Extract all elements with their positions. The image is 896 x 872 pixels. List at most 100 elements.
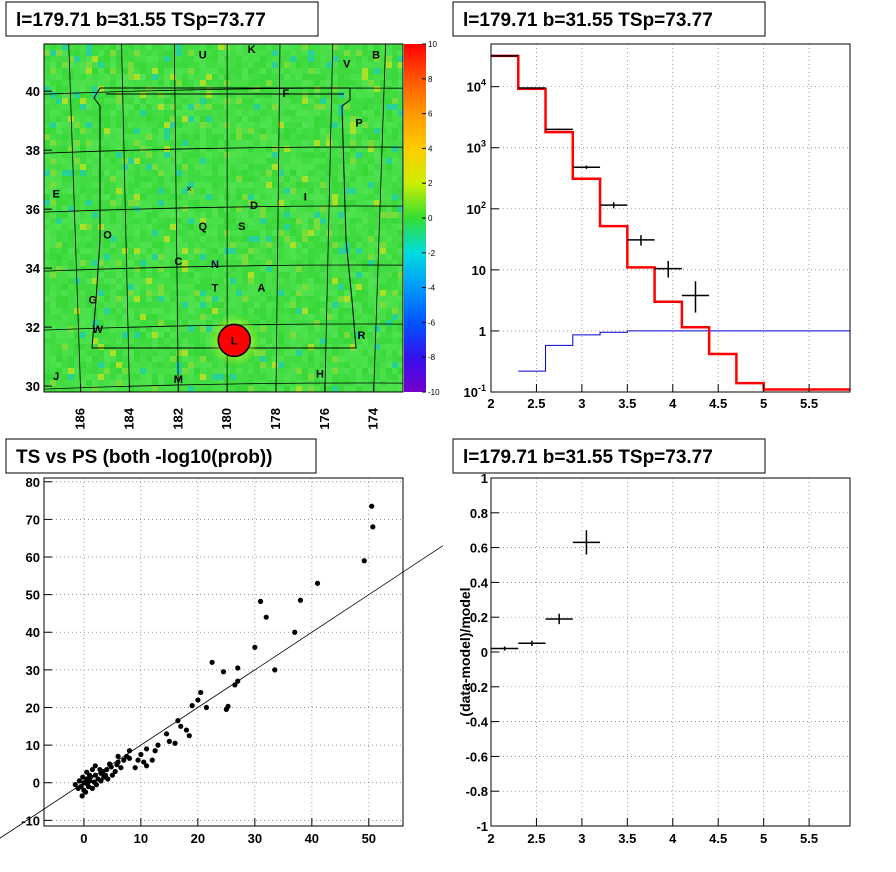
map-cell	[50, 44, 56, 50]
map-cell	[182, 212, 188, 218]
map-cell	[326, 308, 332, 314]
map-cell	[248, 374, 254, 380]
map-cell	[296, 206, 302, 212]
map-cell	[188, 260, 194, 266]
map-cell	[230, 122, 236, 128]
map-cell	[254, 164, 260, 170]
map-cell	[368, 272, 374, 278]
map-cell	[80, 278, 86, 284]
map-cell	[356, 80, 362, 86]
scatter-point	[178, 723, 184, 729]
map-cell	[308, 278, 314, 284]
map-cell	[170, 158, 176, 164]
map-cell	[182, 350, 188, 356]
map-cell	[362, 200, 368, 206]
map-cell	[74, 386, 80, 392]
map-cell	[362, 50, 368, 56]
source-label: L	[231, 335, 238, 347]
map-cell	[218, 98, 224, 104]
map-cell	[206, 92, 212, 98]
map-cell	[62, 308, 68, 314]
map-cell	[218, 194, 224, 200]
map-cell	[44, 158, 50, 164]
map-cell	[200, 248, 206, 254]
map-region-letter: D	[250, 200, 258, 212]
map-cell	[248, 134, 254, 140]
map-cell	[146, 314, 152, 320]
map-cell	[62, 164, 68, 170]
map-cell	[308, 206, 314, 212]
map-cell	[200, 122, 206, 128]
map-cell	[290, 44, 296, 50]
map-cell	[146, 320, 152, 326]
map-cell	[290, 86, 296, 92]
map-cell	[164, 188, 170, 194]
map-cell	[266, 140, 272, 146]
map-cell	[188, 374, 194, 380]
map-cell	[140, 98, 146, 104]
map-cell	[92, 140, 98, 146]
map-cell	[308, 212, 314, 218]
map-cell	[80, 236, 86, 242]
map-cell	[110, 380, 116, 386]
map-cell	[92, 374, 98, 380]
map-cell	[380, 218, 386, 224]
map-cell	[302, 62, 308, 68]
map-cell	[356, 218, 362, 224]
map-cell	[356, 272, 362, 278]
map-cell	[206, 380, 212, 386]
map-cell	[80, 224, 86, 230]
map-cell	[308, 218, 314, 224]
map-cell	[290, 212, 296, 218]
map-cell	[110, 254, 116, 260]
map-cell	[230, 260, 236, 266]
map-cell	[344, 350, 350, 356]
map-cell	[338, 362, 344, 368]
map-cell	[86, 308, 92, 314]
map-cell	[338, 170, 344, 176]
map-cell	[68, 158, 74, 164]
map-cell	[110, 302, 116, 308]
map-cell	[122, 278, 128, 284]
map-cell	[116, 164, 122, 170]
map-cell	[128, 254, 134, 260]
map-cell	[194, 152, 200, 158]
map-cell	[344, 92, 350, 98]
map-cell	[368, 140, 374, 146]
map-cell	[110, 326, 116, 332]
map-cell	[164, 338, 170, 344]
map-cell	[140, 218, 146, 224]
map-cell	[146, 236, 152, 242]
map-cell	[110, 116, 116, 122]
map-cell	[272, 344, 278, 350]
map-cell	[374, 140, 380, 146]
map-cell	[152, 290, 158, 296]
map-cell	[278, 92, 284, 98]
map-cell	[266, 362, 272, 368]
map-cell	[308, 116, 314, 122]
map-cell	[374, 116, 380, 122]
map-cell	[260, 122, 266, 128]
map-cell	[128, 308, 134, 314]
map-cell	[236, 368, 242, 374]
map-cell	[302, 188, 308, 194]
map-cell	[104, 386, 110, 392]
map-cell	[86, 86, 92, 92]
map-cell	[140, 320, 146, 326]
map-cell	[104, 218, 110, 224]
scatter-y-tick-label: -10	[21, 813, 40, 828]
map-cell	[200, 182, 206, 188]
map-cell	[50, 200, 56, 206]
map-cell	[374, 50, 380, 56]
map-cell	[320, 110, 326, 116]
map-cell	[50, 158, 56, 164]
map-cell	[236, 170, 242, 176]
map-cell	[302, 230, 308, 236]
map-cell	[380, 278, 386, 284]
scatter-x-tick-label: 10	[134, 831, 148, 846]
map-cell	[272, 368, 278, 374]
map-cell	[116, 62, 122, 68]
map-cell	[290, 302, 296, 308]
map-cell	[200, 152, 206, 158]
